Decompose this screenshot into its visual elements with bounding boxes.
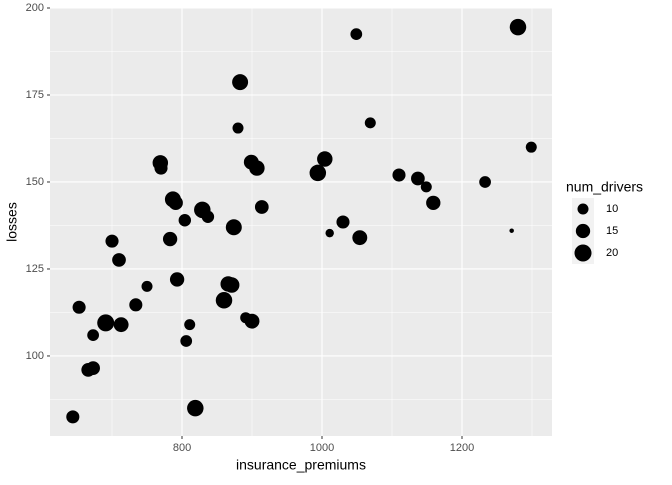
panel	[50, 8, 552, 436]
bubble	[141, 280, 153, 292]
bubble	[509, 18, 527, 36]
bubble	[525, 141, 537, 153]
bubble	[411, 171, 425, 186]
bubble	[392, 168, 406, 182]
bubble	[509, 228, 514, 233]
bubble	[232, 122, 244, 134]
bubble	[350, 28, 363, 40]
bubble	[420, 181, 432, 193]
bubble	[113, 317, 129, 333]
y-tick-label: 100	[26, 350, 44, 362]
bubble	[223, 277, 240, 293]
bubble	[352, 230, 368, 246]
y-tick-label: 125	[26, 263, 44, 275]
bubble	[72, 300, 86, 314]
bubble	[162, 231, 178, 247]
bubble	[426, 195, 441, 211]
legend-label: 15	[606, 225, 618, 237]
bubble	[336, 215, 350, 229]
bubble	[215, 292, 233, 309]
legend-title: num_drivers	[566, 179, 643, 195]
legend-bubble	[575, 223, 591, 239]
bubble	[249, 160, 265, 176]
x-tick-label: 1200	[450, 442, 474, 454]
bubble	[232, 74, 249, 91]
bubble	[169, 272, 185, 287]
bubble	[86, 361, 100, 376]
bubble	[178, 214, 192, 227]
bubble	[184, 319, 196, 331]
bubble	[479, 176, 491, 188]
bubble	[244, 313, 260, 329]
bubble	[154, 161, 168, 175]
bubble	[168, 195, 183, 211]
legend-bubble	[574, 244, 592, 262]
bubble	[87, 329, 99, 341]
bubble	[105, 234, 119, 248]
bubble	[97, 314, 115, 332]
y-tick-label: 175	[26, 89, 44, 101]
bubble	[129, 298, 143, 312]
bubble	[201, 210, 215, 223]
bubble	[187, 399, 204, 417]
y-tick-label: 150	[26, 176, 44, 188]
bubble	[180, 335, 193, 347]
bubble	[254, 200, 269, 214]
legend-label: 10	[606, 203, 618, 215]
bubble	[325, 228, 334, 238]
bubble	[66, 410, 80, 424]
x-tick-label: 1000	[310, 442, 334, 454]
legend-label: 20	[606, 247, 618, 259]
y-tick-label: 200	[26, 2, 44, 14]
bubble	[112, 253, 126, 267]
x-tick-label: 800	[173, 442, 191, 454]
bubble	[309, 164, 327, 182]
x-axis-title: insurance_premiums	[236, 457, 366, 473]
legend-bubble	[577, 203, 589, 215]
y-axis-title: losses	[4, 202, 20, 242]
bubble	[225, 219, 242, 236]
bubble	[364, 117, 376, 129]
bubble	[317, 151, 333, 167]
